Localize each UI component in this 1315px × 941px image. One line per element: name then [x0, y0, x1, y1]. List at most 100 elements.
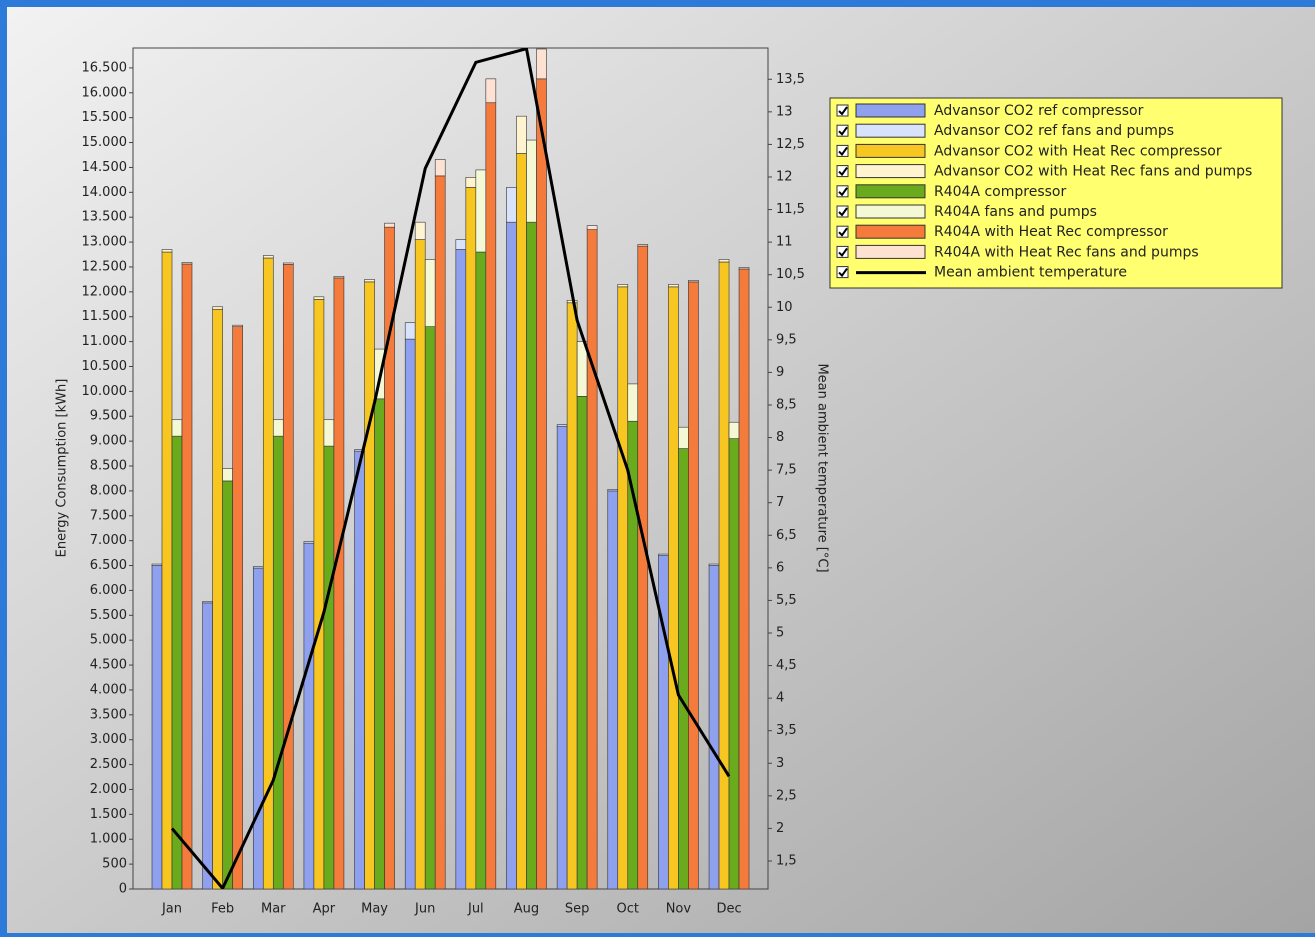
- bar-segment: [171, 435, 183, 889]
- bar-segment: [303, 542, 315, 889]
- bar-segment: [252, 566, 264, 569]
- legend-checkbox: [836, 185, 849, 198]
- bar-segment: [688, 281, 699, 889]
- legend-check: [838, 268, 848, 278]
- y2-tick-label: 9,5: [776, 332, 797, 347]
- bar-segment: [708, 563, 720, 566]
- legend-check: [838, 227, 848, 237]
- y-tick-label: 9.500: [90, 409, 127, 424]
- y2-tick-label: 2: [776, 821, 784, 836]
- bar-segment: [424, 326, 436, 889]
- y-tick-label: 7.000: [90, 533, 127, 548]
- bar-segment: [161, 249, 173, 253]
- bar-segment: [171, 419, 183, 437]
- y2-tick-label: 10,5: [776, 267, 805, 282]
- bar-segment: [516, 115, 527, 154]
- y-tick-label: 0: [119, 882, 127, 897]
- legend-swatch: [855, 103, 926, 118]
- bar-segment: [506, 187, 517, 223]
- y-tick-label: 12.500: [82, 259, 128, 274]
- x-tick-label: Jan: [161, 902, 182, 917]
- bar-segment: [323, 419, 335, 447]
- bar-segment: [536, 78, 547, 889]
- bar-segment: [434, 159, 446, 177]
- legend-checkbox: [836, 104, 849, 117]
- legend-checkbox: [836, 225, 849, 238]
- bar-segment: [475, 169, 487, 253]
- bar-segment: [475, 251, 487, 889]
- bar-segment: [434, 175, 446, 889]
- bar-segment: [212, 306, 223, 310]
- bar-segment: [506, 221, 517, 889]
- x-tick-label: Nov: [666, 902, 692, 917]
- bar-segment: [232, 324, 243, 327]
- bar-segment: [364, 279, 375, 283]
- plot-frame: [132, 47, 769, 890]
- y-tick-label: 2.500: [90, 757, 127, 772]
- y2-tick-label: 11: [776, 235, 793, 250]
- bar-segment: [586, 225, 598, 230]
- bar-segment: [313, 296, 325, 300]
- legend-check: [838, 167, 848, 177]
- bar-segment: [668, 286, 679, 889]
- bar-segment: [637, 244, 649, 247]
- bar-segment: [303, 541, 315, 544]
- x-tick-label: Feb: [211, 902, 234, 917]
- bar-segment: [617, 286, 629, 889]
- bar-segment: [465, 187, 477, 889]
- bar-segment: [607, 489, 619, 492]
- y-tick-label: 6.500: [90, 558, 127, 573]
- y-tick-label: 7.500: [90, 508, 127, 523]
- y-tick-label: 500: [102, 857, 127, 872]
- y-tick-label: 8.000: [90, 483, 127, 498]
- bar-segment: [617, 284, 629, 288]
- bar-segment: [728, 421, 740, 439]
- bar-segment: [536, 48, 547, 80]
- bar-segment: [222, 480, 233, 889]
- bar-segment: [333, 277, 345, 889]
- x-tick-label: Mar: [261, 902, 286, 917]
- legend-label: R404A fans and pumps: [934, 204, 1097, 220]
- bar-segment: [576, 396, 588, 889]
- y2-axis-label: Mean ambient temperature [°C]: [815, 363, 830, 572]
- legend-label: R404A compressor: [934, 184, 1066, 200]
- x-tick-label: Dec: [716, 902, 741, 917]
- legend-swatch: [855, 244, 926, 259]
- y-tick-label: 11.500: [82, 309, 128, 324]
- bar-segment: [658, 555, 669, 889]
- y2-tick-label: 8,5: [776, 397, 797, 412]
- bar-segment: [627, 383, 639, 422]
- bar-segment: [738, 268, 750, 889]
- y2-tick-label: 7,5: [776, 463, 797, 478]
- bar-segment: [678, 448, 689, 889]
- bar-segment: [364, 281, 375, 889]
- y2-tick-label: 13: [776, 104, 793, 119]
- bar-segment: [151, 565, 163, 889]
- y2-tick-label: 6: [776, 560, 784, 575]
- y2-tick-label: 10: [776, 300, 793, 315]
- bar-segment: [566, 302, 578, 889]
- bar-segment: [455, 249, 467, 889]
- bar-segment: [586, 229, 598, 889]
- legend-swatch: [855, 143, 926, 158]
- y-tick-label: 1.000: [90, 832, 127, 847]
- temperature-line: [170, 48, 731, 889]
- legend-checkbox: [836, 165, 849, 178]
- legend: Advansor CO2 ref compressor Advansor CO2 …: [836, 103, 1252, 281]
- bar-segment: [202, 601, 213, 604]
- bar-segment: [485, 102, 497, 889]
- legend-check: [838, 187, 848, 197]
- y-tick-label: 4.000: [90, 682, 127, 697]
- bar-segment: [485, 78, 497, 104]
- bar-segment: [404, 322, 416, 340]
- plot-area: [151, 48, 750, 889]
- y2-tick-label: 13,5: [776, 72, 805, 87]
- bar-segment: [658, 553, 669, 556]
- y2-tick-label: 5,5: [776, 593, 797, 608]
- bar-segment: [232, 326, 243, 889]
- bar-segment: [262, 255, 274, 259]
- bar-segment: [718, 261, 730, 889]
- legend-swatch: [855, 224, 926, 239]
- y2-tick-label: 11,5: [776, 202, 805, 217]
- bar-segment: [272, 419, 284, 437]
